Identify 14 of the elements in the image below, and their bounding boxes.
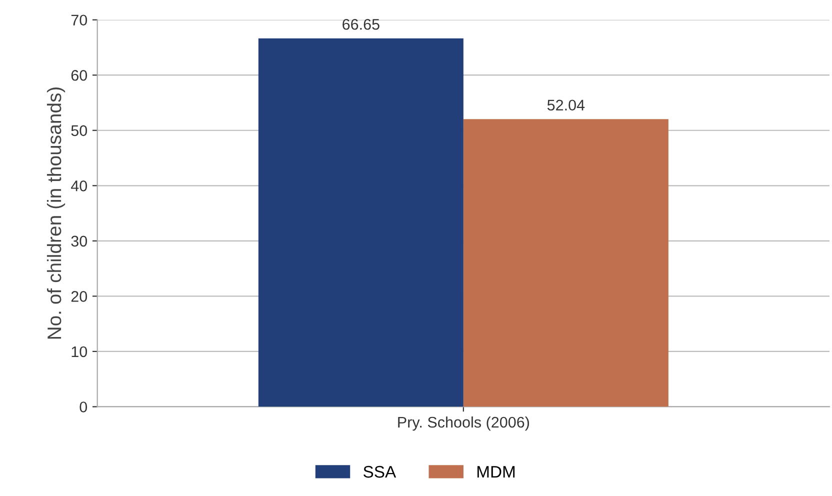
y-tick-label: 70: [71, 14, 88, 26]
y-axis-title: No. of children (in thousands): [46, 87, 66, 339]
y-tick-label: 10: [72, 346, 88, 358]
y-tick-label: 50: [71, 125, 88, 136]
data-label: 66.65: [342, 18, 380, 30]
y-tick-label: 60: [71, 70, 88, 81]
y-tick-label: 0: [80, 402, 88, 412]
legend-label: MDM: [477, 466, 515, 478]
y-tick-label: 20: [71, 291, 88, 302]
x-tick-label: Pry. Schools (2006): [398, 416, 529, 431]
legend-label: SSA: [364, 466, 396, 478]
y-tick-label: 40: [70, 180, 88, 192]
y-tick-label: 30: [71, 236, 88, 247]
data-label: 52.04: [547, 100, 585, 111]
